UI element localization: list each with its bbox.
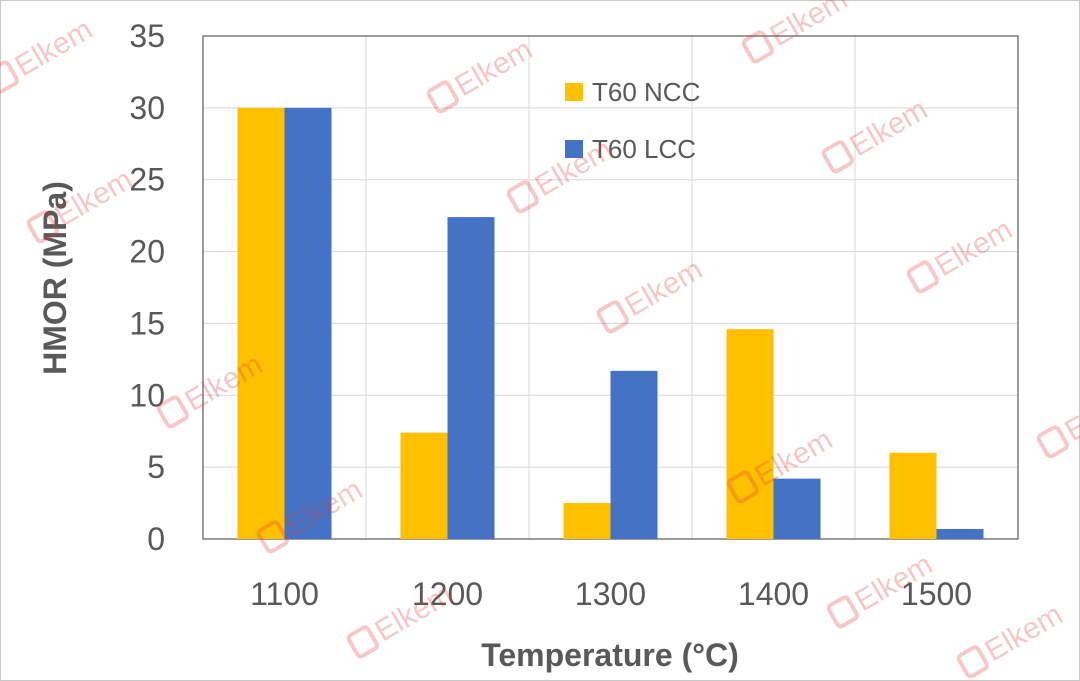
y-tick-label: 25: [129, 162, 165, 198]
x-tick-label: 1200: [412, 576, 483, 612]
bar-t60-ncc-1500: [889, 452, 937, 539]
y-tick-label: 0: [147, 521, 165, 557]
elkem-logo-icon: [596, 300, 629, 334]
elkem-logo-icon: [346, 625, 379, 659]
x-axis-title: Temperature (°C): [481, 637, 739, 673]
elkem-watermark: Elkem: [426, 33, 539, 114]
elkem-logo-icon: [256, 520, 289, 554]
elkem-logo-icon: [956, 645, 989, 679]
elkem-logo-icon: [0, 60, 19, 94]
watermark-text: Elkem: [620, 253, 709, 323]
x-tick-labels: 1100 1200 1300 1400 1500: [250, 576, 972, 612]
watermark-text: Elkem: [980, 598, 1069, 668]
y-tick-label: 5: [147, 449, 165, 485]
y-tick-label: 20: [129, 234, 165, 270]
elkem-logo-icon: [1036, 425, 1069, 459]
bar-t60-ncc-1100: [237, 107, 285, 539]
bar-t60-ncc-1400: [726, 329, 774, 539]
elkem-logo-icon: [506, 180, 539, 214]
elkem-watermark: Elkem: [365, 0, 478, 2]
elkem-watermark: Elkem: [506, 133, 618, 214]
elkem-watermark: Elkem: [906, 213, 1019, 294]
bar-t60-lcc-1300: [610, 370, 658, 539]
legend: T60 NCC T60 LCC: [565, 77, 700, 164]
legend-swatch: [565, 140, 583, 158]
bar-t60-lcc-1200: [447, 217, 495, 539]
y-axis-title: HMOR (MPa): [37, 181, 73, 375]
elkem-watermark: Elkem: [1036, 378, 1080, 459]
x-tick-label: 1500: [901, 576, 972, 612]
elkem-logo-icon: [741, 30, 774, 64]
elkem-watermark: Elkem: [741, 0, 854, 64]
y-tick-label: 15: [129, 305, 165, 341]
y-tick-labels: 0 5 10 15 20 25 30 35: [129, 18, 165, 557]
x-tick-label: 1300: [575, 576, 646, 612]
watermark-text: Elkem: [50, 163, 139, 233]
watermark-text: Elkem: [930, 213, 1019, 283]
elkem-watermark: Elkem: [0, 13, 99, 94]
elkem-watermark: Elkem: [346, 578, 458, 659]
x-tick-label: 1400: [738, 576, 809, 612]
elkem-logo-icon: [726, 470, 759, 504]
elkem-logo-icon: [821, 140, 854, 174]
y-tick-label: 30: [129, 90, 165, 126]
elkem-watermark: Elkem: [956, 598, 1069, 679]
legend-label: T60 NCC: [592, 77, 700, 107]
legend-swatch: [565, 83, 583, 101]
watermark-text: Elkem: [450, 33, 539, 103]
bar-t60-lcc-1100: [284, 107, 332, 539]
elkem-watermark: Elkem: [821, 93, 934, 174]
bar-t60-lcc-1500: [936, 528, 984, 539]
watermark-text: Elkem: [845, 93, 934, 163]
elkem-logo-icon: [426, 80, 459, 114]
watermark-text: Elkem: [765, 0, 854, 53]
bars: [237, 107, 984, 539]
elkem-logo-icon: [156, 395, 189, 429]
bar-t60-lcc-1400: [773, 478, 821, 539]
watermark-text: Elkem: [10, 13, 99, 83]
elkem-logo-icon: [26, 210, 59, 244]
y-tick-label: 35: [129, 18, 165, 54]
y-tick-label: 10: [129, 377, 165, 413]
elkem-watermark: Elkem: [596, 253, 709, 334]
bar-t60-ncc-1300: [563, 503, 611, 539]
elkem-logo-icon: [906, 260, 939, 294]
x-tick-label: 1100: [250, 576, 319, 612]
gridlines: [203, 36, 1018, 539]
legend-label: T60 LCC: [592, 134, 696, 164]
bar-t60-ncc-1200: [400, 432, 448, 539]
elkem-logo-icon: [826, 595, 859, 629]
